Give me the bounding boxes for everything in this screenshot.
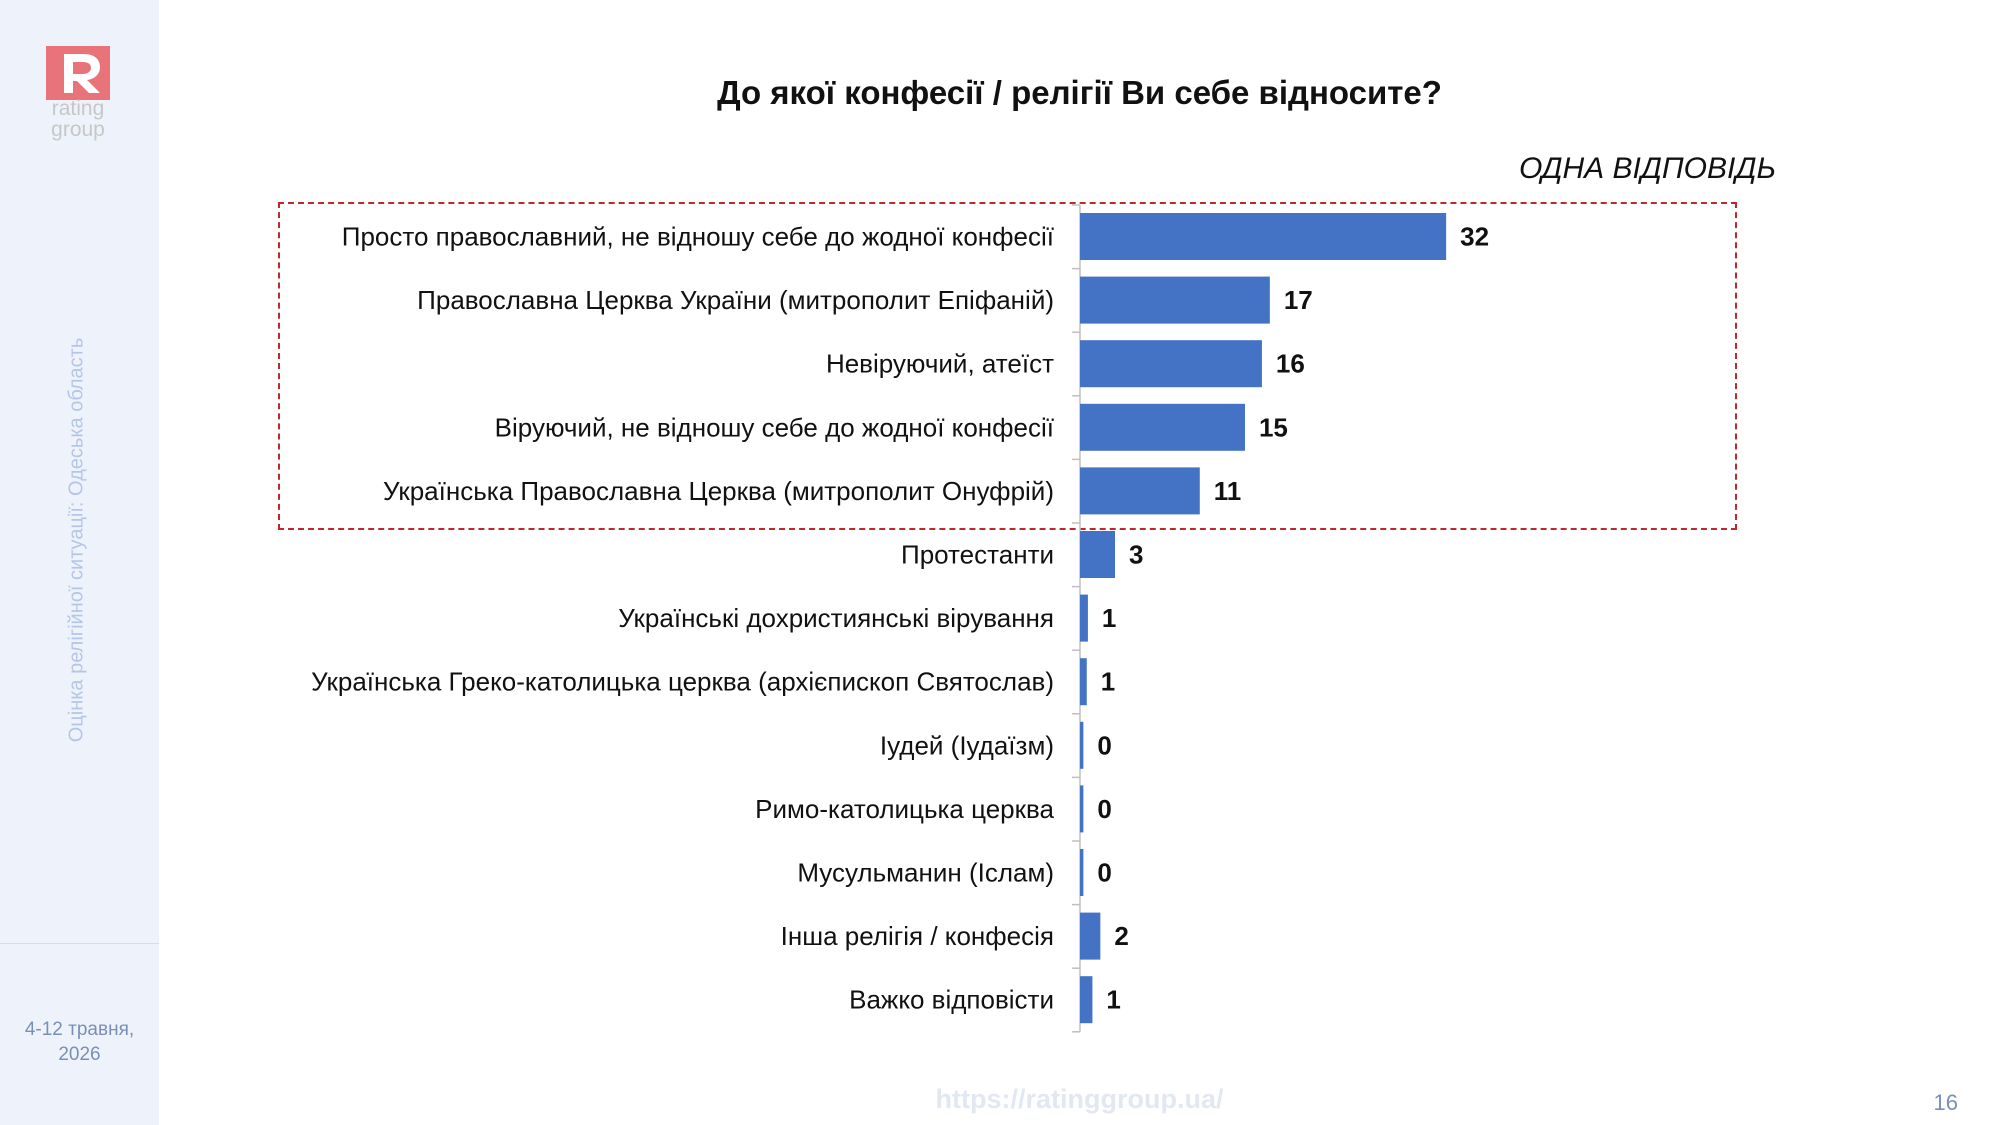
data-label: 1: [1102, 603, 1116, 633]
bar: [1080, 976, 1093, 1024]
category-label: Римо-католицька церква: [755, 794, 1054, 824]
rating-group-logo: rating group: [46, 46, 110, 146]
category-label: Українські дохристиянські вірування: [618, 603, 1054, 633]
highlight-box: [278, 202, 1737, 530]
category-label: Українська Греко-католицька церква (архі…: [311, 667, 1054, 697]
logo-text: rating group: [51, 97, 105, 141]
answer-type-label: ОДНА ВІДПОВІДЬ: [1519, 152, 1776, 185]
category-label: Мусульманин (Іслам): [797, 858, 1054, 888]
bar: [1080, 213, 1447, 260]
bar: [1080, 531, 1116, 578]
data-label: 0: [1097, 794, 1111, 824]
bar: [1080, 849, 1084, 896]
sidebar-divider: [0, 943, 159, 944]
data-label: 17: [1284, 285, 1313, 315]
survey-date: 4-12 травня, 2026: [24, 1019, 135, 1065]
bar: [1080, 721, 1084, 769]
category-label: Важко відповісти: [849, 985, 1054, 1015]
data-label: 2: [1114, 921, 1128, 951]
bar: [1080, 658, 1087, 706]
data-label: 32: [1460, 222, 1489, 252]
logo-r-icon: [46, 46, 110, 100]
bar: [1080, 594, 1088, 642]
bar: [1080, 340, 1262, 388]
footer-url[interactable]: https://ratinggroup.ua/: [935, 1084, 1224, 1114]
bar: [1080, 467, 1200, 515]
data-label: 11: [1214, 476, 1242, 506]
data-label: 1: [1101, 667, 1115, 697]
category-label: Невіруючий, атеїст: [826, 349, 1054, 379]
sidebar: rating group Оцінка релігійної ситуації:…: [0, 0, 159, 1125]
data-label: 3: [1129, 540, 1143, 570]
bar: [1080, 403, 1245, 451]
chart-title: До якої конфесії / релігії Ви себе відно…: [717, 74, 1442, 111]
category-label: Іудей (Іудаїзм): [880, 730, 1054, 760]
category-label: Інша релігія / конфесія: [781, 921, 1054, 951]
data-label: 0: [1097, 730, 1111, 760]
data-label: 1: [1106, 985, 1120, 1015]
data-label: 0: [1097, 858, 1111, 888]
page-number: 16: [1933, 1090, 1958, 1115]
category-label: Православна Церква України (митрополит Е…: [417, 285, 1054, 315]
category-label: Просто православний, не відношу себе до …: [342, 222, 1054, 252]
category-label: Українська Православна Церква (митрополи…: [383, 476, 1054, 506]
bar: [1080, 276, 1270, 324]
bar: [1080, 912, 1101, 960]
bar: [1080, 785, 1084, 833]
category-label: Протестанти: [901, 540, 1054, 570]
category-label: Віруючий, не відношу себе до жодної конф…: [495, 412, 1054, 442]
data-label: 16: [1276, 349, 1305, 379]
data-label: 15: [1259, 412, 1288, 442]
